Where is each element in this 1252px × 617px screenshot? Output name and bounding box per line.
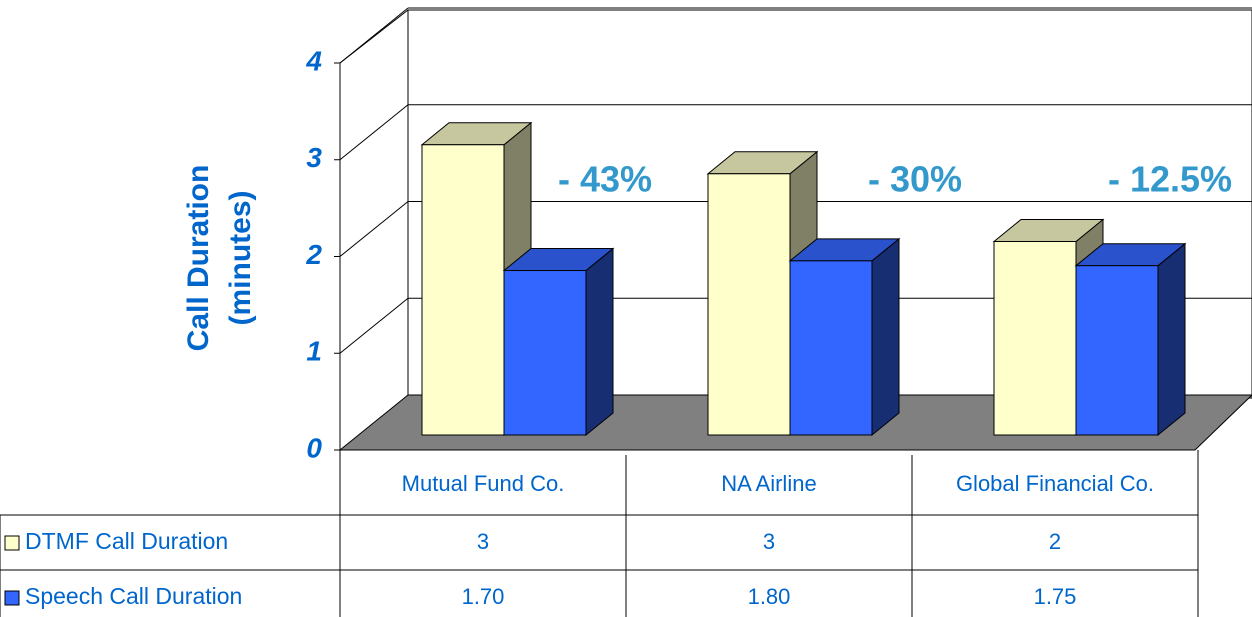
bar	[707, 173, 791, 436]
y-tick-label: 2	[305, 239, 322, 270]
bar-side	[585, 247, 614, 437]
grid-line	[339, 7, 409, 64]
x-tick-label: NA Airline	[721, 471, 816, 496]
bar-side	[871, 237, 900, 437]
legend-swatch	[4, 590, 20, 606]
y-tick-label: 1	[306, 336, 322, 367]
y-axis-title: (minutes)	[224, 191, 257, 326]
y-tick-label: 4	[305, 45, 322, 76]
legend-swatch	[4, 535, 20, 551]
annotation: - 30%	[868, 159, 962, 200]
bar	[993, 241, 1077, 436]
bar	[789, 260, 873, 436]
table-value: 3	[477, 529, 489, 554]
x-tick-label: Mutual Fund Co.	[402, 471, 565, 496]
bar	[503, 270, 587, 436]
y-tick-label: 0	[306, 432, 322, 463]
grid-line	[339, 201, 409, 257]
table-value: 3	[763, 529, 775, 554]
legend-label: Speech Call Duration	[25, 583, 242, 609]
bar-side	[1157, 242, 1186, 437]
table-value: 1.80	[748, 584, 791, 609]
table-value: 2	[1049, 529, 1061, 554]
annotation: - 43%	[558, 159, 652, 200]
grid-line	[339, 104, 409, 161]
legend-label: DTMF Call Duration	[25, 528, 228, 554]
bar	[421, 144, 505, 436]
y-axis-title: Call Duration	[182, 165, 215, 352]
grid-line	[339, 297, 409, 354]
annotation: - 12.5%	[1108, 159, 1232, 200]
table-value: 1.75	[1034, 584, 1077, 609]
y-tick-label: 3	[306, 142, 322, 173]
table-value: 1.70	[462, 584, 505, 609]
data-table	[0, 450, 1199, 617]
bar	[1075, 265, 1159, 436]
x-tick-label: Global Financial Co.	[956, 471, 1154, 496]
